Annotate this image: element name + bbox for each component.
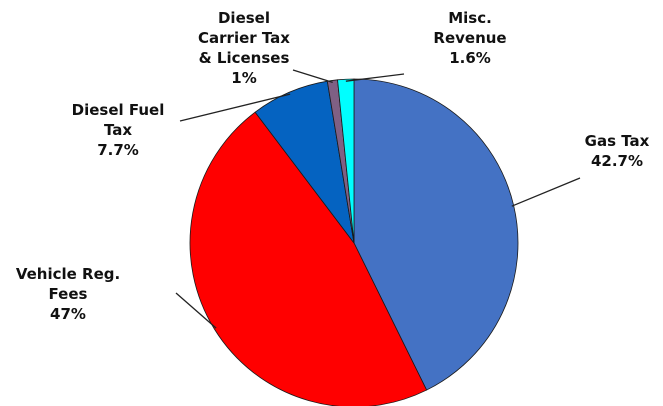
- slice-label-3-line-3: 1%: [231, 69, 256, 87]
- slice-label-4: Misc. Revenue 1.6%: [433, 9, 506, 67]
- slice-label-1-line-2: 47%: [50, 305, 86, 323]
- slice-label-0-line-0: Gas Tax: [585, 132, 650, 150]
- slice-label-4-line-0: Misc.: [448, 9, 492, 27]
- slice-label-4-line-1: Revenue: [433, 29, 506, 47]
- slice-label-2-line-1: Tax: [104, 121, 132, 139]
- leader-line-2: [179, 93, 291, 122]
- slice-label-0-line-1: 42.7%: [591, 152, 643, 170]
- slice-label-1: Vehicle Reg. Fees 47%: [16, 265, 120, 323]
- slice-label-1-line-1: Fees: [49, 285, 88, 303]
- leader-line-3: [292, 69, 333, 84]
- slice-label-2-line-2: 7.7%: [97, 141, 139, 159]
- pie-slice-4: [337, 78, 355, 244]
- slice-label-3: Diesel Carrier Tax & Licenses 1%: [198, 9, 290, 87]
- slice-labels: Gas Tax 42.7% Vehicle Reg. Fees 47% Diesel Fu…: [16, 9, 650, 323]
- slice-label-2-line-0: Diesel Fuel: [72, 101, 165, 119]
- leader-lines: [175, 69, 581, 329]
- slice-label-1-line-0: Vehicle Reg.: [16, 265, 120, 283]
- slice-label-2: Diesel Fuel Tax 7.7%: [72, 101, 165, 159]
- pie-slices: [189, 78, 519, 406]
- slice-label-0: Gas Tax 42.7%: [585, 132, 650, 170]
- leader-line-1: [175, 292, 217, 329]
- pie-slice-1: [189, 111, 428, 406]
- leader-line-4: [345, 73, 405, 82]
- slice-label-3-line-0: Diesel: [218, 9, 270, 27]
- slice-label-3-line-1: Carrier Tax: [198, 29, 290, 47]
- leader-line-0: [511, 177, 581, 207]
- slice-label-3-line-2: & Licenses: [199, 49, 290, 67]
- slice-label-4-line-2: 1.6%: [449, 49, 491, 67]
